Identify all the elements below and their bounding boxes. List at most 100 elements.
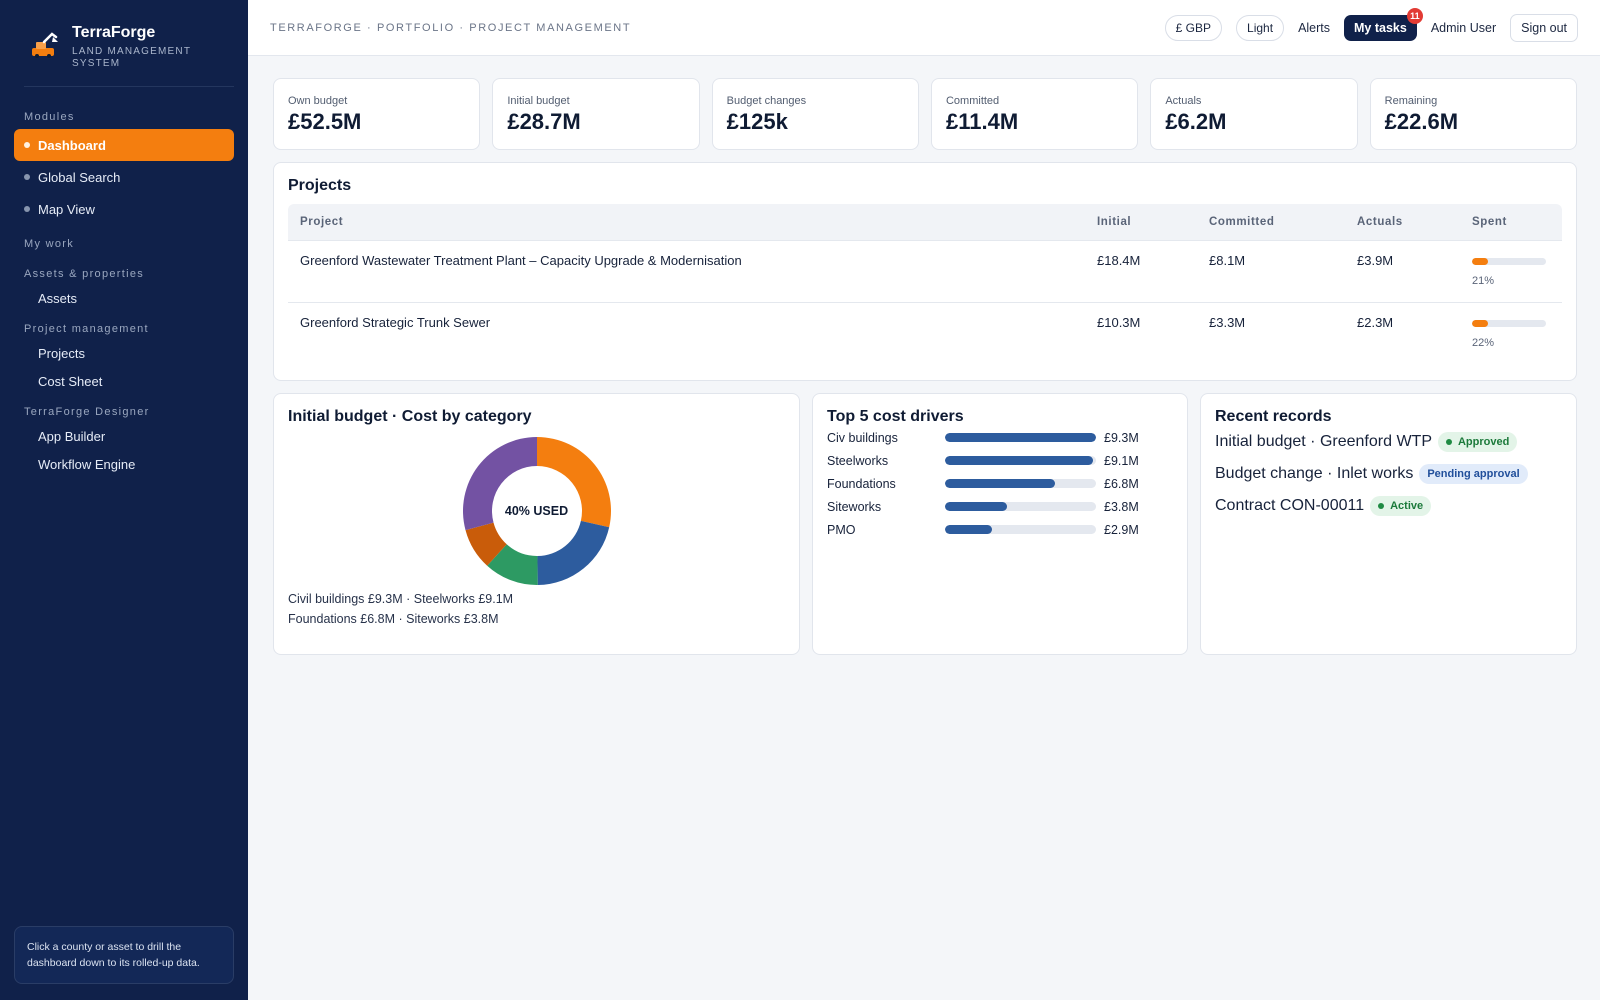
bullet-icon bbox=[24, 174, 30, 180]
section-label-modules: Modules bbox=[24, 111, 75, 123]
status-badge: Pending approval bbox=[1419, 464, 1528, 484]
sidebar-item-app-builder[interactable]: App Builder bbox=[38, 428, 106, 444]
driver-value: £2.9M bbox=[1104, 522, 1139, 537]
kpi-card[interactable]: Initial budget £28.7M bbox=[492, 78, 700, 150]
main-content: TERRAFORGE · PORTFOLIO · PROJECT MANAGEM… bbox=[248, 0, 1600, 1000]
kpi-card[interactable]: Actuals £6.2M bbox=[1150, 78, 1358, 150]
kpi-row: Own budget £52.5M Initial budget £28.7M Bu… bbox=[248, 56, 1600, 150]
project-committed: £3.3M bbox=[1197, 301, 1345, 364]
donut-slice-steelworks[interactable] bbox=[536, 437, 611, 528]
project-actuals: £2.3M bbox=[1345, 301, 1460, 364]
theme-toggle[interactable]: Light bbox=[1236, 14, 1285, 41]
brand[interactable]: TerraForge LAND MANAGEMENT SYSTEM bbox=[0, 0, 248, 70]
status-badge: Active bbox=[1370, 496, 1432, 516]
record-item[interactable]: Budget change · Inlet works Pending appr… bbox=[1215, 458, 1562, 490]
driver-bar-fill bbox=[945, 525, 992, 534]
sidebar-item-projects[interactable]: Projects bbox=[38, 345, 85, 361]
donut-slice-civil-buildings[interactable] bbox=[462, 437, 537, 531]
project-spent: 21% bbox=[1460, 239, 1562, 302]
driver-value: £9.3M bbox=[1104, 430, 1139, 445]
kpi-card[interactable]: Budget changes £125k bbox=[711, 78, 919, 150]
status-text: Approved bbox=[1457, 436, 1510, 448]
project-name[interactable]: Greenford Strategic Trunk Sewer bbox=[288, 301, 1085, 364]
alerts-link[interactable]: Alerts bbox=[1298, 20, 1331, 35]
kpi-card[interactable]: Committed £11.4M bbox=[930, 78, 1139, 150]
donut-chart[interactable]: 40% USED bbox=[462, 436, 612, 586]
kpi-label: Initial budget bbox=[507, 95, 570, 107]
kpi-label: Committed bbox=[945, 95, 1000, 107]
sidebar-item-cost-sheet[interactable]: Cost Sheet bbox=[38, 373, 103, 389]
status-text: Pending approval bbox=[1427, 468, 1520, 480]
table-row[interactable]: Greenford Wastewater Treatment Plant – C… bbox=[288, 239, 1562, 302]
kpi-value: £28.7M bbox=[507, 109, 581, 134]
driver-label: Civ buildings bbox=[827, 430, 898, 445]
kpi-card[interactable]: Own budget £52.5M bbox=[273, 78, 481, 150]
column-header-spent[interactable]: Spent bbox=[1460, 204, 1562, 240]
user-menu[interactable]: Admin User bbox=[1430, 20, 1497, 35]
record-item[interactable]: Contract CON-00011 Active bbox=[1215, 490, 1562, 522]
record-item[interactable]: Initial budget · Greenford WTP Approved bbox=[1215, 426, 1562, 458]
driver-bar-fill bbox=[945, 433, 1096, 442]
driver-value: £6.8M bbox=[1104, 476, 1139, 491]
sidebar-item-label: Dashboard bbox=[38, 137, 106, 153]
section-label-designer: TerraForge Designer bbox=[24, 406, 150, 418]
status-dot-icon bbox=[1378, 503, 1385, 509]
donut-slice-siteworks[interactable] bbox=[486, 544, 538, 585]
project-spent: 22% bbox=[1460, 301, 1562, 364]
topbar: TERRAFORGE · PORTFOLIO · PROJECT MANAGEM… bbox=[248, 0, 1600, 56]
sidebar-item-dashboard[interactable]: Dashboard bbox=[14, 129, 234, 161]
spent-progress-bar bbox=[1472, 319, 1546, 327]
sign-out-button[interactable]: Sign out bbox=[1510, 13, 1578, 42]
sidebar-item-global-search[interactable]: Global Search bbox=[14, 161, 234, 193]
section-label-my-work[interactable]: My work bbox=[24, 238, 75, 250]
column-header-actuals[interactable]: Actuals bbox=[1345, 204, 1460, 240]
sidebar-item-map-view[interactable]: Map View bbox=[14, 193, 234, 225]
cost-drivers-card: Top 5 cost drivers Civ buildings £9.3M St… bbox=[812, 393, 1188, 655]
record-label: Initial budget · Greenford WTP bbox=[1215, 433, 1432, 450]
column-header-committed[interactable]: Committed bbox=[1197, 204, 1345, 240]
kpi-label: Budget changes bbox=[726, 95, 807, 107]
driver-row[interactable]: Civ buildings £9.3M bbox=[827, 426, 1173, 449]
projects-title: Projects bbox=[288, 177, 352, 194]
bullet-icon bbox=[24, 142, 30, 148]
status-text: Active bbox=[1390, 500, 1424, 512]
table-row[interactable]: Greenford Strategic Trunk Sewer £10.3M £… bbox=[288, 301, 1562, 364]
app-subtitle: LAND MANAGEMENT SYSTEM bbox=[72, 46, 191, 69]
project-actuals: £3.9M bbox=[1345, 239, 1460, 302]
kpi-value: £11.4M bbox=[945, 109, 1019, 134]
driver-value: £3.8M bbox=[1104, 499, 1139, 514]
driver-row[interactable]: PMO £2.9M bbox=[827, 518, 1173, 541]
sidebar-item-label: Global Search bbox=[38, 169, 121, 185]
project-initial: £18.4M bbox=[1085, 239, 1197, 302]
column-header-project[interactable]: Project bbox=[288, 204, 1085, 240]
sidebar-item-assets[interactable]: Assets bbox=[38, 290, 78, 306]
kpi-value: £125k bbox=[726, 109, 788, 134]
currency-button[interactable]: £ GBP bbox=[1164, 14, 1223, 41]
driver-row[interactable]: Siteworks £3.8M bbox=[827, 495, 1173, 518]
project-committed: £8.1M bbox=[1197, 239, 1345, 302]
sidebar-item-workflow-engine[interactable]: Workflow Engine bbox=[38, 456, 136, 472]
kpi-card[interactable]: Remaining £22.6M bbox=[1369, 78, 1577, 150]
section-label-project-management: Project management bbox=[24, 323, 149, 335]
bullet-icon bbox=[24, 206, 30, 212]
app-name: TerraForge bbox=[72, 24, 156, 41]
spent-progress-fill bbox=[1472, 257, 1488, 265]
kpi-label: Own budget bbox=[288, 95, 348, 107]
kpi-value: £6.2M bbox=[1165, 109, 1227, 134]
status-badge: Approved bbox=[1437, 432, 1518, 452]
driver-bar-fill bbox=[945, 479, 1056, 488]
my-tasks-button[interactable]: My tasks 11 bbox=[1344, 7, 1423, 41]
driver-row[interactable]: Foundations £6.8M bbox=[827, 472, 1173, 495]
kpi-label: Remaining bbox=[1384, 95, 1438, 107]
driver-bar-fill bbox=[945, 456, 1093, 465]
column-header-initial[interactable]: Initial bbox=[1085, 204, 1197, 240]
cost-by-category-title: Initial budget · Cost by category bbox=[288, 408, 532, 425]
driver-row[interactable]: Steelworks £9.1M bbox=[827, 449, 1173, 472]
donut-slice-foundations[interactable] bbox=[536, 520, 609, 585]
driver-value: £9.1M bbox=[1104, 453, 1139, 468]
donut-slice-pmo[interactable] bbox=[465, 522, 507, 566]
project-name[interactable]: Greenford Wastewater Treatment Plant – C… bbox=[288, 239, 1085, 302]
recent-records-card: Recent records Initial budget · Greenfor… bbox=[1200, 393, 1577, 655]
driver-label: PMO bbox=[827, 522, 856, 537]
sidebar: TerraForge LAND MANAGEMENT SYSTEM Module… bbox=[0, 0, 248, 1000]
